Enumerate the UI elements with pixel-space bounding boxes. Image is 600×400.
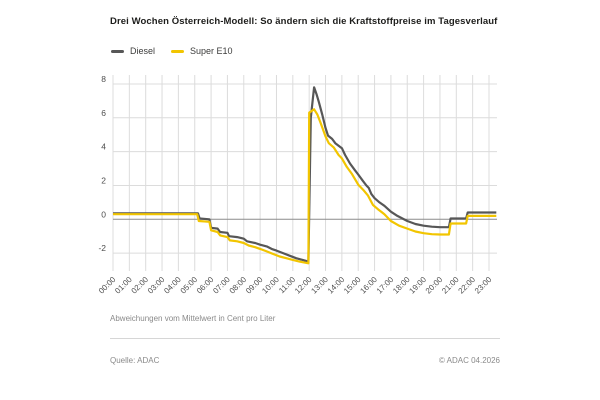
x-tick-label: 23:00 — [473, 275, 494, 296]
x-tick-label: 05:00 — [179, 275, 200, 296]
x-tick-label: 03:00 — [146, 275, 167, 296]
x-tick-label: 19:00 — [407, 275, 428, 296]
series-line-diesel — [113, 86, 497, 263]
source-label: Quelle: ADAC — [110, 356, 160, 365]
y-tick-label: 4 — [101, 142, 106, 152]
x-tick-label: 09:00 — [244, 275, 265, 296]
diesel-line-swatch — [111, 49, 124, 53]
legend-item-diesel: Diesel — [111, 46, 155, 56]
super-e10-line-swatch — [171, 49, 185, 53]
chart-title: Drei Wochen Österreich-Modell: So ändern… — [110, 16, 498, 27]
footer-source-row: Quelle: ADAC © ADAC 04.2026 — [110, 356, 500, 365]
chart-legend: Diesel Super E10 — [111, 46, 233, 56]
x-tick-label: 18:00 — [391, 275, 412, 296]
footer-divider — [110, 338, 500, 339]
y-tick-label: 6 — [101, 108, 106, 118]
x-tick-label: 10:00 — [260, 275, 281, 296]
axis-unit-note: Abweichungen vom Mittelwert in Cent pro … — [110, 314, 276, 323]
legend-label-super-e10: Super E10 — [190, 46, 233, 56]
x-tick-label: 21:00 — [440, 275, 461, 296]
series-line-super-e10 — [113, 108, 497, 265]
x-tick-label: 07:00 — [211, 275, 232, 296]
x-tick-label: 13:00 — [309, 275, 330, 296]
x-tick-label: 17:00 — [375, 275, 396, 296]
x-tick-label: 00:00 — [97, 275, 118, 296]
y-tick-label: 2 — [101, 175, 106, 185]
x-tick-label: 22:00 — [457, 275, 478, 296]
legend-label-diesel: Diesel — [130, 46, 156, 56]
x-tick-label: 02:00 — [130, 275, 151, 296]
legend-item-super-e10: Super E10 — [171, 46, 233, 56]
x-tick-label: 04:00 — [162, 275, 183, 296]
x-tick-label: 20:00 — [424, 275, 445, 296]
y-tick-label: 0 — [101, 209, 106, 219]
x-tick-label: 14:00 — [326, 275, 347, 296]
x-tick-label: 08:00 — [228, 275, 249, 296]
x-tick-label: 15:00 — [342, 275, 363, 296]
y-tick-label: -2 — [98, 243, 106, 253]
y-tick-label: 8 — [101, 74, 106, 84]
x-tick-label: 16:00 — [358, 275, 379, 296]
x-tick-label: 06:00 — [195, 275, 216, 296]
x-tick-label: 01:00 — [113, 275, 134, 296]
copyright-label: © ADAC 04.2026 — [438, 356, 500, 365]
x-tick-label: 12:00 — [293, 275, 314, 296]
